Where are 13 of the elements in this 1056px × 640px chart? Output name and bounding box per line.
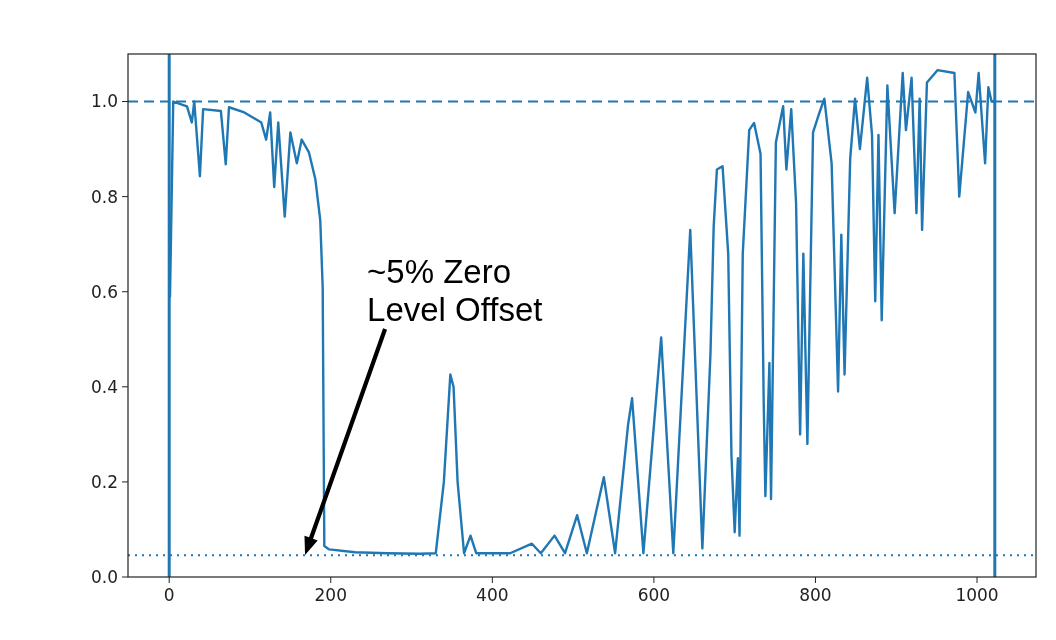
x-tick-label: 1000 [955,585,999,605]
y-tick-label: 0.6 [90,281,118,302]
y-tick-label: 0.4 [90,376,118,397]
y-tick-label: 1.0 [90,91,118,112]
x-tick-label: 600 [637,585,671,605]
x-tick-label: 200 [314,585,347,605]
y-tick-label: 0.8 [90,186,118,207]
y-tick-label: 0.2 [90,471,118,492]
x-tick-label: 800 [799,585,832,605]
x-tick-label: 0 [163,585,175,605]
x-tick-label: 400 [476,585,509,605]
annotation: ~5% Zero Level Offset [367,253,543,329]
y-tick-label: 0.0 [90,566,118,587]
